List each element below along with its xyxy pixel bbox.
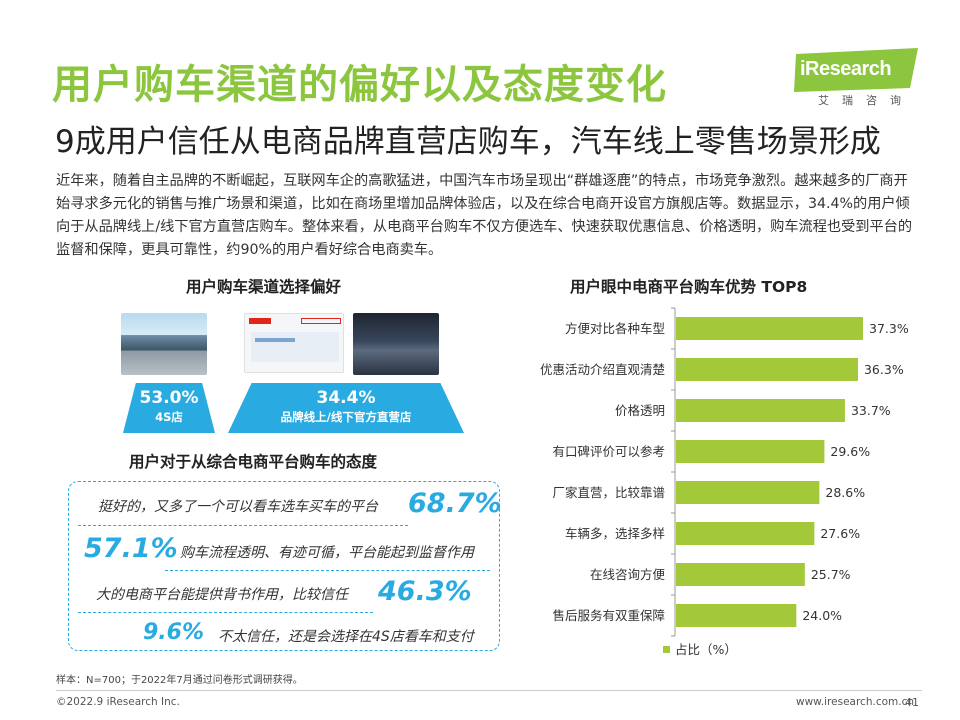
- iresearch-logo: [794, 48, 918, 92]
- category-label: 优惠活动介绍直观清楚: [540, 362, 666, 377]
- category-label: 厂家直营，比较靠谱: [552, 485, 665, 500]
- bar-value-label: 27.6%: [820, 526, 860, 541]
- page-subtitle: 9成用户信任从电商品牌直营店购车，汽车线上零售场景形成: [55, 124, 881, 160]
- attitude-pct-2: 57.1%: [84, 533, 178, 564]
- bar-value-label: 24.0%: [802, 608, 842, 623]
- category-label: 在线咨询方便: [590, 567, 666, 582]
- attitude-text-3: 大的电商平台能提供背书作用，比较信任: [96, 587, 348, 603]
- showroom-photo: [353, 313, 439, 375]
- attitude-divider: [78, 525, 408, 526]
- 4s-store-photo: [121, 313, 207, 375]
- attitude-box: [68, 481, 500, 651]
- logo-chinese-text: 艾瑞咨询: [818, 94, 914, 107]
- footer-website: www.iresearch.com.cn: [796, 696, 915, 708]
- category-label: 有口碑评价可以参考: [552, 444, 665, 459]
- bar: [676, 399, 845, 422]
- bar-value-label: 28.6%: [825, 485, 865, 500]
- legend-swatch: [663, 646, 670, 653]
- category-label: 价格透明: [615, 403, 665, 418]
- attitude-pct-1: 68.7%: [408, 488, 502, 519]
- bar-value-label: 37.3%: [869, 321, 909, 336]
- attitude-pct-3: 46.3%: [378, 576, 472, 607]
- bar-value-label: 25.7%: [811, 567, 851, 582]
- channel-section-title: 用户购车渠道选择偏好: [186, 278, 342, 296]
- attitude-divider: [78, 612, 373, 613]
- category-label: 车辆多，选择多样: [565, 526, 665, 541]
- attitude-text-4: 不太信任，还是会选择在4S店看车和支付: [218, 629, 474, 645]
- advantages-bar-chart: 方便对比各种车型 37.3% 优惠活动介绍直观清楚 36.3% 价格透明 33.7% 有口碑…: [540, 307, 909, 657]
- channel-badge-4s: 53.0% 4S店: [123, 383, 215, 433]
- category-label: 方便对比各种车型: [565, 321, 665, 336]
- attitude-section-title: 用户对于从综合电商平台购车的态度: [129, 453, 378, 471]
- bar: [676, 317, 863, 340]
- channel-label: 4S店: [155, 410, 183, 424]
- attitude-pct-4: 9.6%: [143, 620, 205, 645]
- attitude-text-2: 购车流程透明、有迹可循，平台能起到监督作用: [180, 545, 474, 561]
- sample-note: 样本：N=700；于2022年7月通过问卷形式调研获得。: [56, 675, 303, 686]
- bar: [676, 481, 820, 504]
- channel-pct: 34.4%: [316, 388, 376, 408]
- intro-paragraph: 近年来，随着自主品牌的不断崛起，互联网车企的高歌猛进，中国汽车市场呈现出“群雄逐…: [56, 173, 913, 258]
- attitude-divider: [165, 570, 490, 571]
- bar: [676, 604, 797, 627]
- bar: [676, 440, 825, 463]
- official-store-webpage-photo: [244, 313, 344, 373]
- bar-value-label: 33.7%: [851, 403, 891, 418]
- channel-badge-official-store: 34.4% 品牌线上/线下官方直营店: [228, 383, 464, 433]
- bar: [676, 563, 805, 586]
- category-label: 售后服务有双重保障: [552, 608, 665, 623]
- logo-text: iResearch: [800, 58, 892, 80]
- page-number: 41: [905, 696, 919, 709]
- bar: [676, 522, 815, 545]
- bar: [676, 358, 858, 381]
- bar-value-label: 29.6%: [830, 444, 870, 459]
- channel-pct: 53.0%: [139, 388, 199, 408]
- attitude-text-1: 挺好的，又多了一个可以看车选车买车的平台: [98, 499, 378, 515]
- bar-value-label: 36.3%: [864, 362, 904, 377]
- footer-divider: [56, 690, 922, 691]
- chart-title: 用户眼中电商平台购车优势 TOP8: [570, 278, 808, 296]
- legend-label: 占比（%）: [675, 642, 737, 657]
- page-title: 用户购车渠道的偏好以及态度变化: [52, 62, 667, 108]
- channel-label: 品牌线上/线下官方直营店: [280, 410, 412, 424]
- footer-copyright: ©2022.9 iResearch Inc.: [56, 696, 180, 708]
